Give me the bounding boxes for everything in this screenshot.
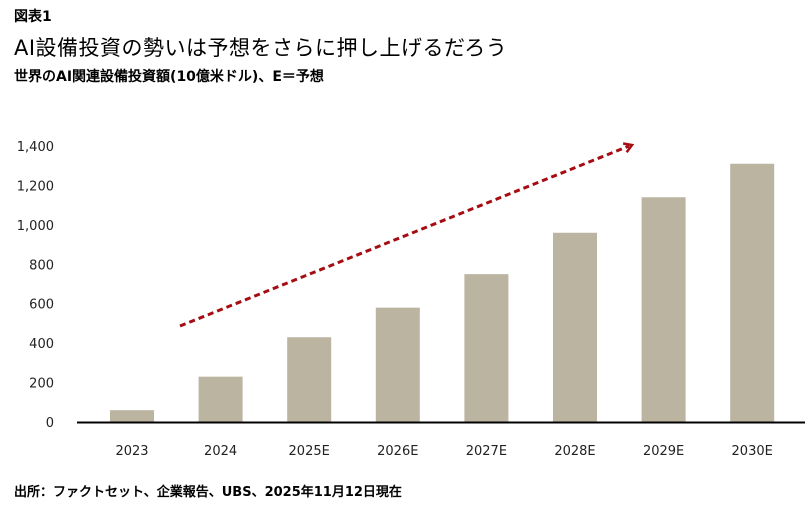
x-tick-label: 2025E xyxy=(289,444,330,459)
y-axis-ticks: 0 200 400 600 800 1,000 1,200 1,400 xyxy=(17,140,54,431)
x-tick-label: 2027E xyxy=(466,444,507,459)
bar-2026E xyxy=(375,307,420,422)
y-tick-label: 800 xyxy=(29,258,54,273)
y-tick-label: 1,000 xyxy=(17,219,54,234)
trend-arrow xyxy=(179,142,635,328)
arrow-head-icon xyxy=(622,142,635,153)
x-tick-label: 2029E xyxy=(643,444,684,459)
trend-arrow-line xyxy=(179,144,630,328)
chart-title: AI設備投資の勢いは予想をさらに押し上げるだろう xyxy=(14,36,508,60)
bar-2030E xyxy=(730,163,775,422)
bar-2024 xyxy=(198,376,243,422)
y-tick-label: 400 xyxy=(29,337,54,352)
x-tick-label: 2030E xyxy=(732,444,773,459)
y-tick-label: 1,400 xyxy=(17,140,54,155)
y-tick-label: 1,200 xyxy=(17,179,54,194)
bar-2027E xyxy=(464,274,509,422)
bar-2025E xyxy=(287,337,332,422)
figure-label: 図表1 xyxy=(14,9,52,25)
bar-2029E xyxy=(641,197,686,422)
x-tick-label: 2026E xyxy=(377,444,418,459)
chart-subtitle: 世界のAI関連設備投資額(10億米ドル)、E＝予想 xyxy=(14,69,324,85)
x-tick-label: 2028E xyxy=(554,444,595,459)
x-axis-ticks: 2023 2024 2025E 2026E 2027E 2028E 2029E 2030E xyxy=(115,444,772,459)
x-tick-label: 2024 xyxy=(204,444,237,459)
y-tick-label: 0 xyxy=(46,416,54,431)
y-tick-label: 600 xyxy=(29,298,54,313)
y-tick-label: 200 xyxy=(29,377,54,392)
bar-2023 xyxy=(110,410,154,422)
bar-2028E xyxy=(553,232,597,422)
source-note: 出所：ファクトセット、企業報告、UBS、2025年11月12日現在 xyxy=(14,485,402,500)
bars xyxy=(110,163,775,422)
x-tick-label: 2023 xyxy=(115,444,148,459)
